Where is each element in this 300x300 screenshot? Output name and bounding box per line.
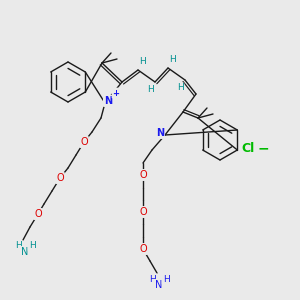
Text: H: H <box>16 242 22 250</box>
Text: H: H <box>150 274 156 284</box>
Text: O: O <box>80 137 88 147</box>
Text: H: H <box>147 85 153 94</box>
Text: H: H <box>163 274 170 284</box>
Text: H: H <box>169 56 176 64</box>
Text: Cl: Cl <box>242 142 255 154</box>
Text: N: N <box>156 128 164 138</box>
Text: +: + <box>112 88 119 98</box>
Text: O: O <box>139 170 147 180</box>
Text: H: H <box>28 242 35 250</box>
Text: H: H <box>139 58 145 67</box>
Text: O: O <box>139 207 147 217</box>
Text: −: − <box>257 141 269 155</box>
Text: O: O <box>34 209 42 219</box>
Text: O: O <box>56 173 64 183</box>
Text: H: H <box>177 83 183 92</box>
Text: N: N <box>21 247 29 257</box>
Text: N: N <box>155 280 163 290</box>
Text: N: N <box>104 96 112 106</box>
Text: O: O <box>139 244 147 254</box>
